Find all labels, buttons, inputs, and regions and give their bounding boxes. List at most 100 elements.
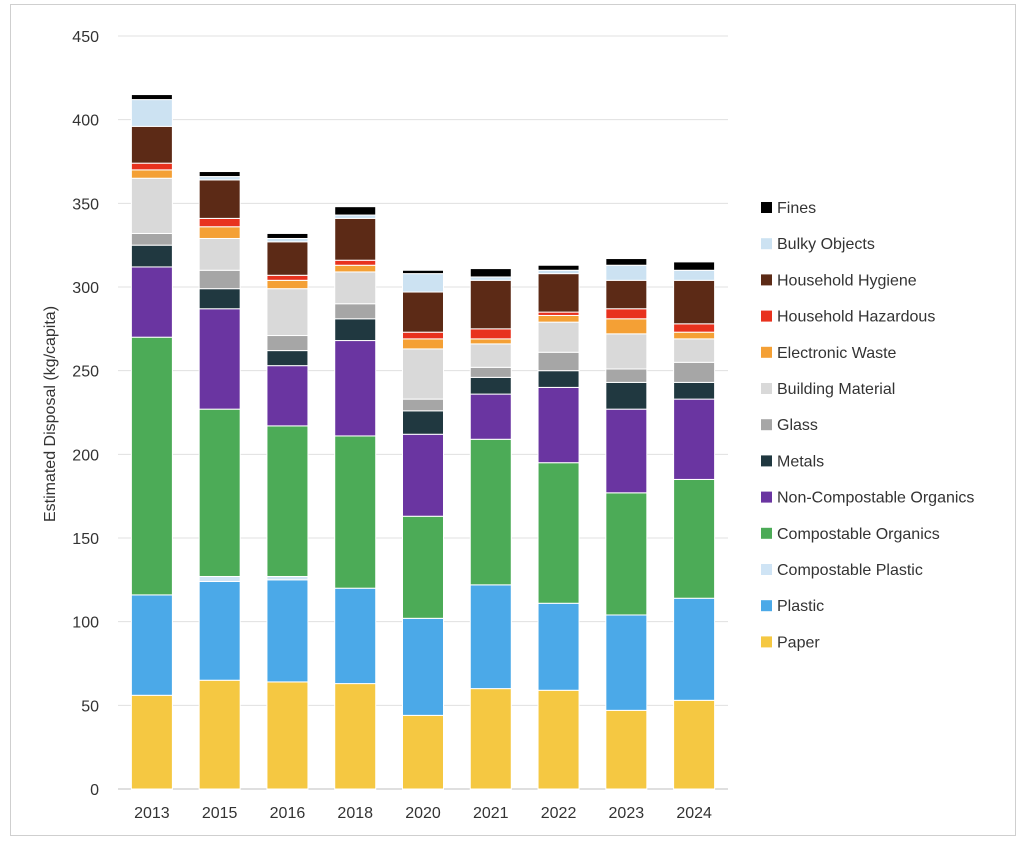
bar-segment [402, 433, 444, 517]
legend-label: Building Material [777, 381, 895, 398]
legend-label: Household Hygiene [777, 272, 917, 289]
chart-frame [10, 4, 1016, 836]
bar-segment [334, 303, 377, 320]
bar-segment [673, 597, 716, 701]
bar-segment [537, 269, 580, 275]
bar-segment [673, 398, 716, 480]
bar-segment [334, 264, 377, 273]
bar-segment [537, 386, 580, 464]
legend-swatch [761, 600, 772, 612]
legend-label: Metals [777, 453, 824, 470]
bar-segment [469, 343, 512, 368]
bar-segment [537, 321, 580, 353]
x-tick-label: 2013 [134, 805, 170, 822]
legend-swatch [761, 419, 772, 431]
bar-segment [537, 314, 580, 323]
y-axis-ticks: 0 50 100 150 200 250 300 350 400 450 [72, 29, 99, 799]
bar-segment [198, 408, 241, 577]
bar-segment [673, 478, 716, 599]
legend-label: Household Hazardous [777, 309, 935, 326]
x-tick-label: 2024 [676, 805, 712, 822]
bar-segment [469, 438, 512, 586]
legend-swatch [761, 564, 772, 575]
x-tick-label: 2023 [609, 805, 645, 822]
bar-segment [537, 602, 580, 691]
bar-segment [605, 381, 648, 410]
bar-segment [402, 291, 444, 333]
bar-segment [402, 338, 444, 350]
bar-segment [266, 232, 309, 239]
bar-segment [469, 366, 512, 378]
legend-swatch [761, 274, 772, 286]
legend-label: Non-Compostable Organics [777, 490, 974, 507]
bar-segment [130, 694, 173, 790]
bar-segment [537, 264, 580, 271]
bar-segment [673, 381, 716, 400]
bar-segment [402, 617, 444, 716]
x-tick-label: 2018 [337, 805, 373, 822]
bar-segment [266, 237, 309, 243]
bar-segment [469, 376, 512, 395]
bar-segment [266, 425, 309, 577]
legend-swatch [761, 527, 772, 539]
bar-segment [198, 217, 241, 228]
bar-segment [605, 279, 648, 310]
bar-segment [673, 361, 716, 383]
legend-swatch [761, 310, 772, 322]
bar-segment [605, 368, 648, 383]
bar-segment [605, 614, 648, 711]
bar-segment [334, 683, 377, 790]
bar-segment [198, 237, 241, 271]
bar-segment [605, 492, 648, 616]
y-axis-title: Estimated Disposal (kg/capita) [42, 306, 59, 522]
bar-segment [605, 333, 648, 370]
bar-segment [402, 269, 444, 275]
bar-segment [469, 393, 512, 440]
y-tick-label: 150 [72, 531, 99, 548]
bar-segment [334, 206, 377, 216]
bar-segment [334, 214, 377, 219]
bar-segment [469, 688, 512, 790]
bar-segment [130, 232, 173, 246]
legend-label: Glass [777, 417, 818, 434]
y-tick-label: 100 [72, 615, 99, 632]
bar-segment [537, 273, 580, 313]
legend-label: Plastic [777, 598, 824, 615]
bar-segment [266, 575, 309, 581]
bar-segment [469, 338, 512, 345]
bar-segment [130, 99, 173, 127]
legend-swatch [761, 491, 772, 503]
x-tick-label: 2020 [405, 805, 441, 822]
bar-segment [673, 331, 716, 340]
bar-segment [605, 264, 648, 281]
bar-segment [130, 336, 173, 596]
bar-segment [537, 462, 580, 604]
bar-segment [334, 340, 377, 437]
bar-segment [402, 398, 444, 412]
bar-segment [266, 350, 309, 367]
bar-segment [198, 679, 241, 790]
bar-segment [198, 288, 241, 310]
y-tick-label: 300 [72, 280, 99, 297]
bar-segment [673, 338, 716, 363]
bar-segment [198, 269, 241, 290]
bar-segment [130, 125, 173, 164]
bar-segment [130, 244, 173, 268]
bar-segment [130, 266, 173, 338]
bar-segment [334, 259, 377, 266]
bar-segment [130, 594, 173, 696]
bar-segment [402, 410, 444, 435]
bar-segment [198, 581, 241, 681]
legend-swatch [761, 346, 772, 358]
bar-segment [130, 169, 173, 179]
bar-segment [402, 515, 444, 619]
bars [130, 94, 716, 790]
bar-segment [334, 217, 377, 261]
legend: Fines Bulky Objects Household Hygiene House… [761, 200, 974, 651]
legend-label: Electronic Waste [777, 345, 897, 362]
bar-segment [537, 370, 580, 388]
bar-segment [198, 575, 241, 583]
bar-segment [537, 351, 580, 372]
bar-segment [198, 179, 241, 219]
